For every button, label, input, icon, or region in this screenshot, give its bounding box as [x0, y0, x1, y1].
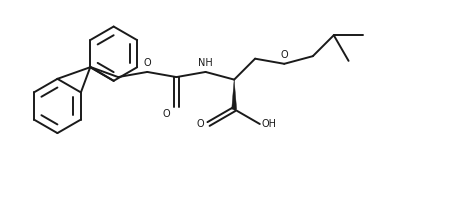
- Text: O: O: [143, 58, 151, 68]
- Text: O: O: [163, 109, 171, 119]
- Text: O: O: [281, 50, 288, 60]
- Text: O: O: [197, 119, 204, 129]
- Polygon shape: [232, 80, 236, 109]
- Text: NH: NH: [198, 58, 213, 68]
- Text: OH: OH: [262, 119, 277, 129]
